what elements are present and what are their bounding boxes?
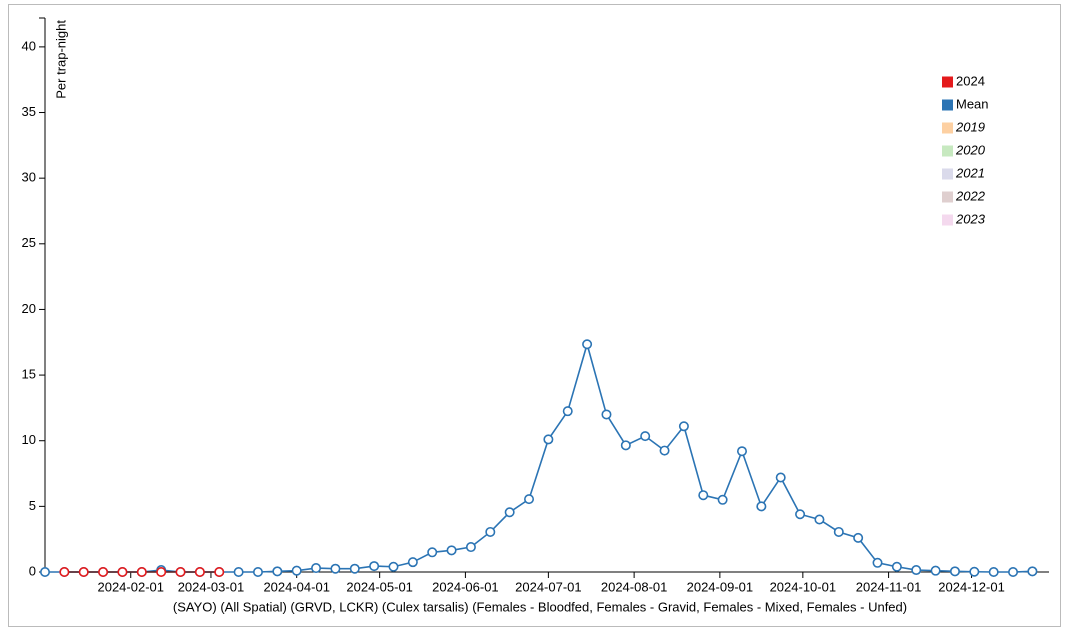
y-tick-label: 10 xyxy=(22,432,36,447)
y-tick-label: 30 xyxy=(22,170,36,185)
legend-label: 2023 xyxy=(955,211,986,226)
data-point xyxy=(39,566,50,577)
y-tick-label: 15 xyxy=(22,367,36,382)
data-point xyxy=(736,446,747,457)
data-point xyxy=(795,509,806,520)
data-point xyxy=(427,547,438,558)
x-axis-label: (SAYO) (All Spatial) (GRVD, LCKR) (Culex… xyxy=(173,599,907,614)
data-point xyxy=(407,557,418,568)
data-point xyxy=(117,566,128,577)
data-point xyxy=(59,566,70,577)
data-point xyxy=(949,566,960,577)
data-point xyxy=(582,339,593,350)
data-point xyxy=(175,566,186,577)
data-point xyxy=(543,434,554,445)
legend-swatch xyxy=(942,76,953,88)
data-point xyxy=(659,445,670,456)
data-point xyxy=(233,566,244,577)
data-point xyxy=(485,526,496,537)
y-tick-label: 35 xyxy=(22,104,36,119)
data-point xyxy=(911,565,922,576)
data-point xyxy=(214,566,225,577)
y-axis-label: Per trap-night xyxy=(53,20,68,99)
data-point xyxy=(369,561,380,572)
legend-swatch xyxy=(942,168,953,180)
data-point xyxy=(446,545,457,556)
x-tick-label: 2024-02-01 xyxy=(97,579,164,594)
x-tick-label: 2024-11-01 xyxy=(856,579,922,594)
x-tick-label: 2024-04-01 xyxy=(263,579,330,594)
data-point xyxy=(194,566,205,577)
y-tick-label: 20 xyxy=(22,301,36,316)
data-point xyxy=(465,542,476,553)
legend-label: Mean xyxy=(956,96,989,111)
legend-swatch xyxy=(942,191,953,203)
x-tick-label: 2024-05-01 xyxy=(346,579,413,594)
data-point xyxy=(930,565,941,576)
data-point xyxy=(562,406,573,417)
data-point xyxy=(969,566,980,577)
y-tick-label: 0 xyxy=(29,563,36,578)
y-tick-label: 25 xyxy=(22,235,36,250)
data-point xyxy=(620,440,631,451)
x-tick-label: 2024-07-01 xyxy=(515,579,582,594)
data-point xyxy=(78,566,89,577)
legend-swatch xyxy=(942,145,953,157)
data-point xyxy=(988,566,999,577)
data-point xyxy=(640,431,651,442)
x-tick-label: 2024-08-01 xyxy=(601,579,668,594)
data-point xyxy=(678,421,689,432)
x-tick-label: 2024-03-01 xyxy=(178,579,245,594)
data-point xyxy=(872,557,883,568)
data-point xyxy=(311,563,322,574)
data-point xyxy=(349,563,360,574)
legend-swatch xyxy=(942,122,953,134)
legend-swatch xyxy=(942,99,953,111)
frame xyxy=(8,4,1061,627)
data-point xyxy=(814,514,825,525)
legend-label: 2024 xyxy=(956,73,985,88)
data-point xyxy=(252,566,263,577)
data-point xyxy=(330,563,341,574)
data-point xyxy=(891,561,902,572)
data-point xyxy=(524,494,535,505)
data-point xyxy=(601,409,612,420)
y-tick-label: 40 xyxy=(22,38,36,53)
y-tick-label: 5 xyxy=(29,498,36,513)
data-point xyxy=(291,565,302,576)
data-point xyxy=(717,494,728,505)
data-point xyxy=(98,566,109,577)
legend-swatch xyxy=(942,214,953,226)
legend-label: 2021 xyxy=(955,165,985,180)
data-point xyxy=(756,501,767,512)
data-point xyxy=(388,561,399,572)
data-point xyxy=(698,490,709,501)
data-point xyxy=(504,507,515,518)
data-point xyxy=(272,566,283,577)
data-point xyxy=(1008,566,1019,577)
x-tick-label: 2024-09-01 xyxy=(687,579,754,594)
data-point xyxy=(833,526,844,537)
x-tick-label: 2024-12-01 xyxy=(938,579,1005,594)
legend-label: 2022 xyxy=(955,188,986,203)
legend-label: 2020 xyxy=(955,142,986,157)
x-tick-label: 2024-06-01 xyxy=(432,579,499,594)
data-point xyxy=(136,566,147,577)
series-line xyxy=(45,341,1033,573)
data-point xyxy=(775,472,786,483)
x-tick-label: 2024-10-01 xyxy=(770,579,837,594)
data-point xyxy=(156,566,167,577)
legend-label: 2019 xyxy=(955,119,985,134)
data-point xyxy=(853,532,864,543)
data-point xyxy=(1027,566,1038,577)
